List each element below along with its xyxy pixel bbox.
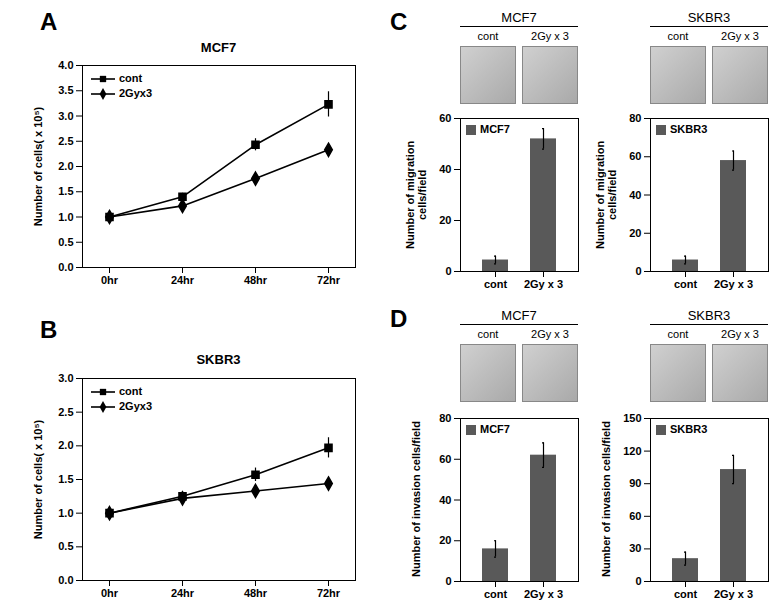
svg-text:cont: cont xyxy=(674,588,698,600)
html-text:2Gy x 3: 2Gy x 3 xyxy=(721,30,759,42)
svg-text:40: 40 xyxy=(629,189,641,201)
svg-text:2Gy x 3: 2Gy x 3 xyxy=(524,278,563,290)
svg-text:4.0: 4.0 xyxy=(58,59,73,71)
svg-text:2.5: 2.5 xyxy=(58,135,73,147)
svg-text:Number of cells( x 10⁵): Number of cells( x 10⁵) xyxy=(32,106,44,226)
svg-text:2Gy x 3: 2Gy x 3 xyxy=(714,588,753,600)
svg-text:cont: cont xyxy=(484,278,508,290)
html-text:2Gy x 3: 2Gy x 3 xyxy=(531,328,569,340)
html-text:D: D xyxy=(390,305,408,332)
svg-text:2.0: 2.0 xyxy=(58,439,73,451)
svg-text:20: 20 xyxy=(439,214,451,226)
svg-text:150: 150 xyxy=(623,412,641,424)
svg-text:2.5: 2.5 xyxy=(58,406,73,418)
svg-text:60: 60 xyxy=(629,510,641,522)
html-text:Number of invasion cells/field: Number of invasion cells/field xyxy=(410,421,422,578)
svg-text:1.0: 1.0 xyxy=(58,211,73,223)
html-text:SKBR3: SKBR3 xyxy=(687,10,731,25)
svg-text:0.5: 0.5 xyxy=(58,540,73,552)
svg-text:0: 0 xyxy=(635,575,641,587)
html-text:cont: cont xyxy=(667,30,689,42)
svg-text:2.0: 2.0 xyxy=(58,160,73,172)
svg-text:30: 30 xyxy=(629,542,641,554)
svg-text:48hr: 48hr xyxy=(244,587,268,599)
svg-text:60: 60 xyxy=(439,453,451,465)
svg-text:0: 0 xyxy=(445,575,451,587)
svg-text:1.5: 1.5 xyxy=(58,473,73,485)
svg-text:72hr: 72hr xyxy=(317,587,341,599)
html-text:SKBR3: SKBR3 xyxy=(196,352,241,367)
svg-text:1.0: 1.0 xyxy=(58,507,73,519)
svg-text:3.0: 3.0 xyxy=(58,372,73,384)
svg-text:20: 20 xyxy=(439,534,451,546)
html-text:cont: cont xyxy=(119,72,143,84)
html-text:cont: cont xyxy=(477,30,499,42)
svg-text:0.5: 0.5 xyxy=(58,236,73,248)
html-text:MCF7: MCF7 xyxy=(200,40,237,55)
html-text:SKBR3: SKBR3 xyxy=(687,308,731,323)
html-text:2Gy x 3: 2Gy x 3 xyxy=(721,328,759,340)
svg-text:0: 0 xyxy=(445,265,451,277)
html-text:2Gyx3: 2Gyx3 xyxy=(119,400,152,412)
html-text:cont: cont xyxy=(667,328,689,340)
svg-text:60: 60 xyxy=(629,150,641,162)
svg-text:120: 120 xyxy=(623,445,641,457)
html-text:B: B xyxy=(40,316,58,343)
svg-text:72hr: 72hr xyxy=(317,274,341,286)
html-text:cont: cont xyxy=(477,328,499,340)
svg-text:0.0: 0.0 xyxy=(58,574,73,586)
svg-text:2Gy x 3: 2Gy x 3 xyxy=(524,588,563,600)
html-text:Number of invasion cells/field: Number of invasion cells/field xyxy=(600,421,612,578)
svg-text:3.0: 3.0 xyxy=(58,110,73,122)
html-text:MCF7: MCF7 xyxy=(501,10,537,25)
svg-text:cont: cont xyxy=(484,588,508,600)
svg-text:3.5: 3.5 xyxy=(58,84,73,96)
html-text:Number of migration cells/fiel: Number of migration cells/field xyxy=(594,140,618,249)
svg-text:0hr: 0hr xyxy=(101,274,119,286)
html-text:C: C xyxy=(390,8,408,35)
html-text:Number of migration cells/fiel: Number of migration cells/field xyxy=(404,140,428,249)
html-text:2Gy x 3: 2Gy x 3 xyxy=(531,30,569,42)
svg-text:0: 0 xyxy=(635,265,641,277)
svg-text:40: 40 xyxy=(439,494,451,506)
html-text:2Gyx3: 2Gyx3 xyxy=(119,87,152,99)
html-text:SKBR3: SKBR3 xyxy=(670,123,708,135)
svg-text:48hr: 48hr xyxy=(244,274,268,286)
svg-text:60: 60 xyxy=(439,112,451,124)
html-text:MCF7: MCF7 xyxy=(480,123,510,135)
svg-text:24hr: 24hr xyxy=(171,274,195,286)
svg-text:80: 80 xyxy=(439,412,451,424)
svg-text:20: 20 xyxy=(629,227,641,239)
svg-text:1.5: 1.5 xyxy=(58,185,73,197)
html-text:cont: cont xyxy=(119,385,143,397)
svg-text:cont: cont xyxy=(674,278,698,290)
svg-text:80: 80 xyxy=(629,112,641,124)
html-text:SKBR3: SKBR3 xyxy=(670,423,708,435)
html-text:A: A xyxy=(40,8,58,35)
html-text:MCF7: MCF7 xyxy=(480,423,510,435)
html-text:MCF7: MCF7 xyxy=(501,308,537,323)
svg-text:90: 90 xyxy=(629,477,641,489)
svg-text:0.0: 0.0 xyxy=(58,261,73,273)
svg-text:2Gy x 3: 2Gy x 3 xyxy=(714,278,753,290)
svg-text:40: 40 xyxy=(439,163,451,175)
svg-text:24hr: 24hr xyxy=(171,587,195,599)
svg-text:0hr: 0hr xyxy=(101,587,119,599)
svg-text:Number of cells( x 10⁵): Number of cells( x 10⁵) xyxy=(32,419,44,539)
